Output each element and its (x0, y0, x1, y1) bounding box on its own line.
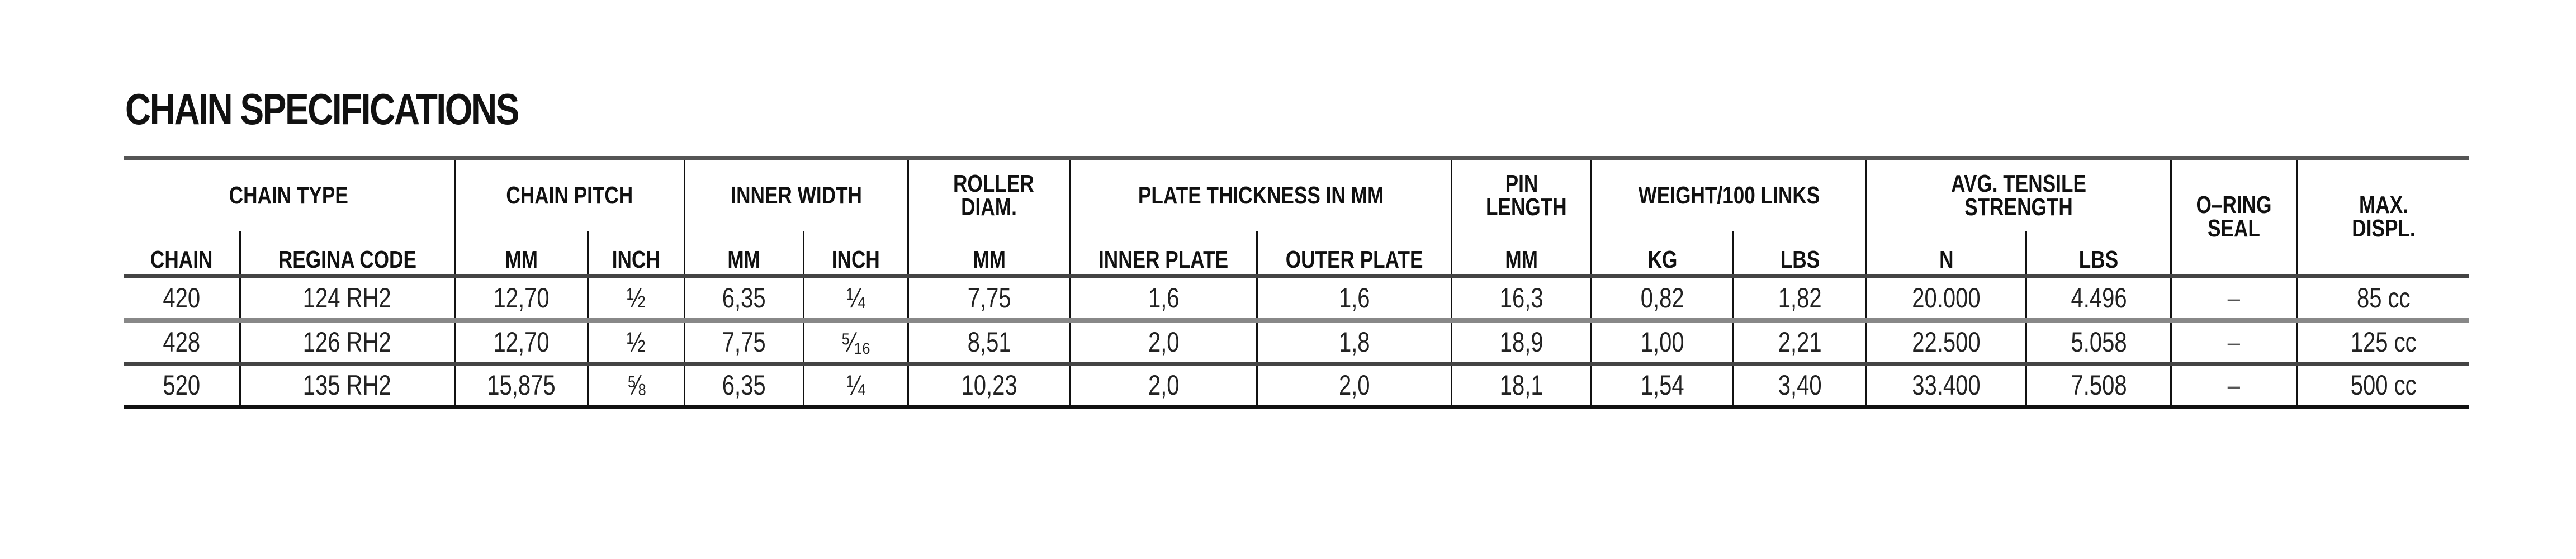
cell-width-mm: 6,35 (683, 363, 804, 409)
table-row: 428 126 RH2 12,70 ½ 7,75 ⁵⁄₁₆ 8,51 2,0 1,8 18,9 1,… (124, 320, 2469, 366)
table-row: 420 124 RH2 12,70 ½ 6,35 ¼ 7,75 1,6 1,6 16,3 0,82 1… (124, 276, 2469, 323)
cell-pitch-inch: ½ (586, 320, 685, 366)
cell-inner-plate: 2,0 (1069, 363, 1257, 409)
subheader-width-mm: MM (683, 231, 804, 278)
cell-chain: 420 (124, 276, 240, 323)
cell-max-displ: 85 cc (2296, 276, 2469, 323)
cell-roller-mm: 7,75 (907, 276, 1071, 323)
header-chain-pitch: CHAIN PITCH (453, 156, 685, 231)
cell-width-inch: ¼ (802, 363, 908, 409)
cell-pitch-inch: ½ (586, 276, 685, 323)
header-weight: WEIGHT/100 LINKS (1590, 156, 1867, 231)
subheader-weight-kg: KG (1590, 231, 1734, 278)
subheader-width-inch: INCH (802, 231, 908, 278)
header-max-displ: MAX. DISPL. (2296, 156, 2469, 278)
cell-width-inch: ¼ (802, 276, 908, 323)
cell-pin-mm: 18,1 (1451, 363, 1592, 409)
header-tensile-strength: AVG. TENSILE STRENGTH (1865, 156, 2171, 231)
subheader-pitch-mm: MM (453, 231, 588, 278)
header-inner-width: INNER WIDTH (683, 156, 908, 231)
cell-regina-code: 135 RH2 (239, 363, 455, 409)
cell-regina-code: 126 RH2 (239, 320, 455, 366)
cell-pitch-mm: 12,70 (453, 276, 588, 323)
cell-tensile-lbs: 5.058 (2025, 320, 2171, 366)
cell-weight-lbs: 3,40 (1732, 363, 1867, 409)
cell-oring-seal: – (2170, 363, 2297, 409)
cell-oring-seal: – (2170, 276, 2297, 323)
cell-inner-plate: 2,0 (1069, 320, 1257, 366)
header-pin-length: PIN LENGTH (1451, 156, 1592, 231)
subheader-roller-mm: MM (907, 231, 1071, 278)
header-roller-diam: ROLLER DIAM. (907, 156, 1071, 231)
table-row: 520 135 RH2 15,875 ⅝ 6,35 ¼ 10,23 2,0 2,0 18,1 1,5… (124, 363, 2469, 409)
cell-width-inch: ⁵⁄₁₆ (802, 320, 908, 366)
cell-outer-plate: 1,8 (1256, 320, 1452, 366)
header-oring-seal: O–RING SEAL (2170, 156, 2297, 278)
cell-weight-lbs: 1,82 (1732, 276, 1867, 323)
cell-width-mm: 6,35 (683, 276, 804, 323)
cell-roller-mm: 10,23 (907, 363, 1071, 409)
cell-max-displ: 125 cc (2296, 320, 2469, 366)
cell-weight-kg: 1,54 (1590, 363, 1734, 409)
cell-pin-mm: 16,3 (1451, 276, 1592, 323)
cell-tensile-n: 20.000 (1865, 276, 2026, 323)
subheader-chain: CHAIN (124, 231, 240, 278)
subheader-outer-plate: OUTER PLATE (1256, 231, 1452, 278)
cell-chain: 520 (124, 363, 240, 409)
subheader-inner-plate: INNER PLATE (1069, 231, 1257, 278)
cell-pin-mm: 18,9 (1451, 320, 1592, 366)
cell-tensile-lbs: 7.508 (2025, 363, 2171, 409)
cell-pitch-inch: ⅝ (586, 363, 685, 409)
subheader-weight-lbs: LBS (1732, 231, 1867, 278)
cell-outer-plate: 1,6 (1256, 276, 1452, 323)
subheader-pitch-inch: INCH (586, 231, 685, 278)
cell-outer-plate: 2,0 (1256, 363, 1452, 409)
subheader-pin-mm: MM (1451, 231, 1592, 278)
cell-weight-kg: 1,00 (1590, 320, 1734, 366)
cell-width-mm: 7,75 (683, 320, 804, 366)
subheader-tensile-n: N (1865, 231, 2026, 278)
cell-tensile-n: 22.500 (1865, 320, 2026, 366)
cell-pitch-mm: 12,70 (453, 320, 588, 366)
subheader-tensile-lbs: LBS (2025, 231, 2171, 278)
header-chain-type: CHAIN TYPE (124, 156, 455, 231)
cell-weight-kg: 0,82 (1590, 276, 1734, 323)
cell-tensile-n: 33.400 (1865, 363, 2026, 409)
page-title: CHAIN SPECIFICATIONS (125, 84, 519, 134)
subheader-regina-code: REGINA CODE (239, 231, 455, 278)
cell-tensile-lbs: 4.496 (2025, 276, 2171, 323)
cell-roller-mm: 8,51 (907, 320, 1071, 366)
cell-max-displ: 500 cc (2296, 363, 2469, 409)
chain-spec-table: CHAIN TYPE CHAIN PITCH INNER WIDTH ROLLE… (124, 156, 2469, 409)
header-plate-thickness: PLATE THICKNESS IN MM (1069, 156, 1452, 231)
cell-pitch-mm: 15,875 (453, 363, 588, 409)
cell-oring-seal: – (2170, 320, 2297, 366)
cell-chain: 428 (124, 320, 240, 366)
cell-weight-lbs: 2,21 (1732, 320, 1867, 366)
cell-regina-code: 124 RH2 (239, 276, 455, 323)
cell-inner-plate: 1,6 (1069, 276, 1257, 323)
